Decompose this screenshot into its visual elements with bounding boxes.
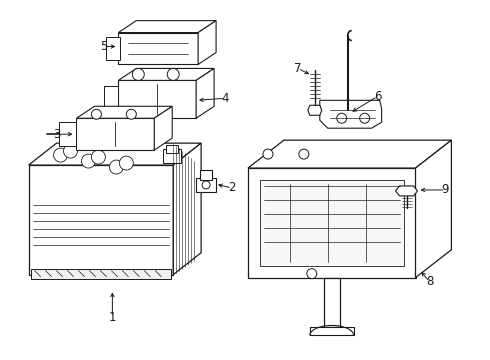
Polygon shape <box>196 68 214 118</box>
Circle shape <box>307 269 317 279</box>
Polygon shape <box>104 86 119 112</box>
Bar <box>76 118 154 150</box>
Polygon shape <box>28 143 201 165</box>
Text: 8: 8 <box>426 275 433 288</box>
Text: 4: 4 <box>221 92 229 105</box>
Circle shape <box>120 156 133 170</box>
Bar <box>260 180 404 266</box>
Text: 2: 2 <box>228 181 236 194</box>
Polygon shape <box>58 122 76 146</box>
Bar <box>119 32 198 64</box>
Polygon shape <box>119 68 214 80</box>
Polygon shape <box>76 106 172 118</box>
Polygon shape <box>320 100 382 128</box>
Bar <box>200 170 212 180</box>
Text: 7: 7 <box>294 62 302 75</box>
Circle shape <box>92 150 105 164</box>
Circle shape <box>132 68 144 80</box>
Polygon shape <box>119 21 216 32</box>
Text: 5: 5 <box>99 40 107 53</box>
Circle shape <box>360 113 369 123</box>
Circle shape <box>202 181 210 189</box>
Circle shape <box>337 113 347 123</box>
Circle shape <box>263 149 273 159</box>
Circle shape <box>81 154 96 168</box>
Bar <box>30 269 171 279</box>
Polygon shape <box>395 186 417 196</box>
Text: 6: 6 <box>374 90 381 103</box>
Polygon shape <box>198 21 216 64</box>
Circle shape <box>64 144 77 158</box>
Bar <box>324 278 340 328</box>
Bar <box>196 178 216 192</box>
Bar <box>119 80 196 118</box>
Text: 3: 3 <box>53 128 60 141</box>
Text: 9: 9 <box>441 184 449 197</box>
Bar <box>106 37 121 60</box>
Bar <box>28 165 173 275</box>
Circle shape <box>92 109 101 119</box>
Polygon shape <box>248 140 451 168</box>
Bar <box>310 328 354 336</box>
Text: 1: 1 <box>109 311 116 324</box>
Circle shape <box>299 149 309 159</box>
Polygon shape <box>308 105 322 115</box>
Bar <box>166 145 178 153</box>
Bar <box>248 168 416 278</box>
Polygon shape <box>416 140 451 278</box>
Circle shape <box>53 148 68 162</box>
Circle shape <box>126 109 136 119</box>
Circle shape <box>167 68 179 80</box>
Polygon shape <box>173 143 201 275</box>
Bar <box>163 149 181 163</box>
Circle shape <box>109 160 123 174</box>
Polygon shape <box>154 106 172 150</box>
